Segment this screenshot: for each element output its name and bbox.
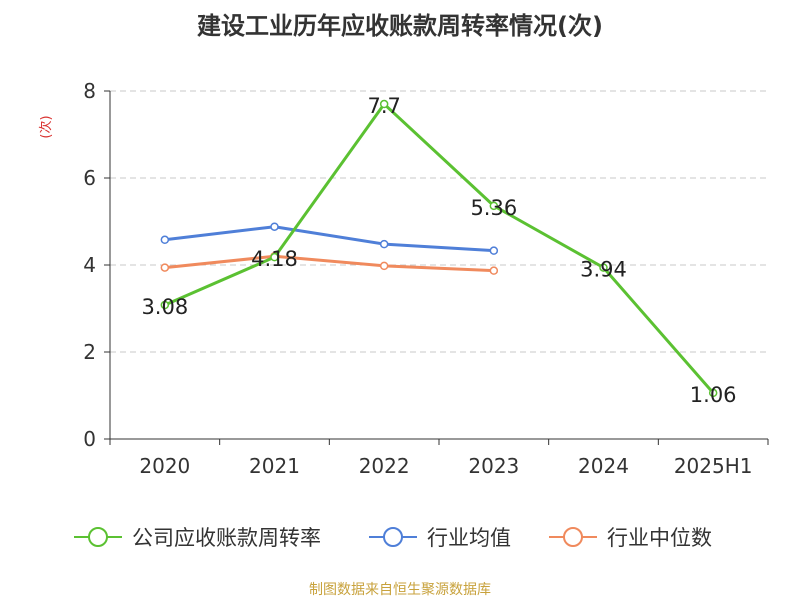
data-point [708, 388, 718, 398]
data-label: 5.36 [470, 196, 517, 220]
data-point [160, 235, 170, 245]
series-line-0 [164, 102, 715, 394]
data-point [489, 201, 499, 211]
source-note: 制图数据来自恒生聚源数据库 [309, 582, 491, 598]
chart-title: 建设工业历年应收账款周转率情况(次) [197, 12, 603, 40]
data-point [379, 261, 389, 271]
legend-label-1: 行业均值 [427, 526, 511, 550]
x-tick-label: 2020 [139, 454, 190, 478]
legend-marker-2 [563, 527, 583, 547]
legend-marker-1 [383, 527, 403, 547]
legend-label-0: 公司应收账款周转率 [132, 526, 321, 550]
data-point [599, 263, 608, 272]
x-tick-label: 2024 [578, 454, 629, 478]
data-point [379, 99, 389, 109]
x-tick-label: 2021 [249, 454, 300, 478]
data-label: 4.18 [251, 247, 298, 271]
x-tick-label: 2022 [359, 454, 410, 478]
data-label: 1.06 [690, 383, 737, 407]
y-axis-label: (次) [38, 115, 54, 138]
series-line-1 [164, 225, 494, 253]
x-tick-label: 2025H1 [674, 454, 753, 478]
y-tick-label: 2 [83, 340, 96, 364]
y-tick-label: 8 [83, 79, 96, 103]
y-tick-label: 6 [83, 166, 96, 190]
series-line-2 [164, 254, 494, 273]
data-label: 3.08 [141, 295, 188, 319]
data-point [379, 239, 389, 249]
data-label: 3.94 [580, 258, 627, 282]
legend-label-2: 行业中位数 [607, 526, 712, 550]
data-point [270, 222, 279, 231]
data-point [489, 266, 499, 275]
y-tick-label: 4 [83, 253, 96, 277]
y-tick-label: 0 [83, 427, 96, 451]
x-tick-label: 2023 [468, 454, 519, 478]
legend-marker-0 [88, 527, 108, 547]
data-label: 7.7 [367, 94, 400, 118]
data-point [160, 263, 170, 272]
data-point [270, 252, 279, 262]
data-point [489, 246, 499, 255]
data-point [160, 300, 170, 310]
